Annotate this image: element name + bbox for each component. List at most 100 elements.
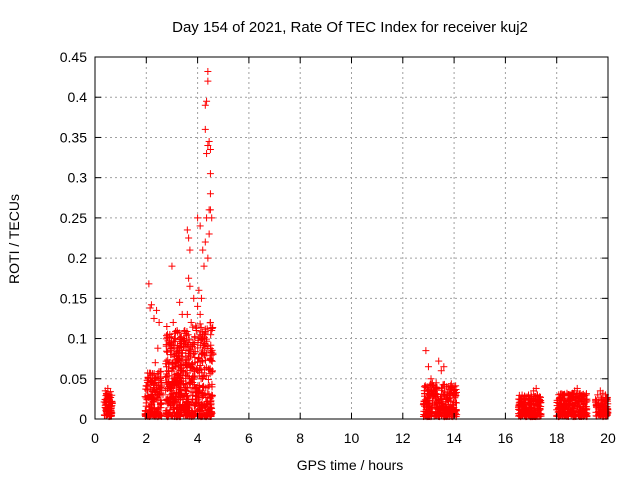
y-tick-label: 0.25 [60, 210, 87, 226]
data-point [162, 360, 170, 368]
data-point [185, 336, 193, 344]
y-tick-label: 0.3 [68, 170, 88, 186]
data-point [164, 356, 172, 364]
data-point [206, 170, 214, 178]
data-point [156, 368, 164, 376]
data-point [190, 381, 198, 389]
data-point [202, 328, 210, 336]
data-point [435, 357, 443, 365]
data-point [145, 280, 153, 288]
data-point [203, 97, 211, 105]
data-point [186, 378, 194, 386]
data-point [592, 395, 600, 403]
data-point [449, 405, 457, 413]
data-point [516, 396, 524, 404]
data-point [189, 372, 197, 380]
data-point [602, 394, 610, 402]
data-point [185, 234, 193, 242]
data-point [201, 125, 209, 133]
data-point [423, 383, 431, 391]
y-tick-label: 0 [79, 411, 87, 427]
data-point [142, 399, 150, 407]
data-point [205, 137, 213, 145]
data-point [430, 387, 438, 395]
y-tick-label: 0.35 [60, 129, 87, 145]
data-point [571, 396, 579, 404]
data-point [146, 369, 154, 377]
data-point [186, 246, 194, 254]
data-point [582, 410, 590, 418]
data-point [204, 254, 212, 262]
data-point [182, 359, 190, 367]
data-point [169, 365, 177, 373]
data-point [151, 359, 159, 367]
data-point [154, 344, 162, 352]
data-point [207, 341, 215, 349]
data-point [174, 383, 182, 391]
data-point [426, 403, 434, 411]
data-point [194, 355, 202, 363]
y-tick-label: 0.15 [60, 290, 87, 306]
x-tick-label: 12 [395, 430, 411, 446]
data-point [441, 412, 449, 420]
data-point [194, 302, 202, 310]
data-point [191, 359, 199, 367]
data-point [447, 384, 455, 392]
x-tick-label: 18 [549, 430, 565, 446]
data-point [594, 391, 602, 399]
data-point [205, 230, 213, 238]
data-point [155, 375, 163, 383]
data-point [155, 318, 163, 326]
data-point [208, 346, 216, 354]
data-point [166, 406, 174, 414]
data-point [205, 382, 213, 390]
x-tick-label: 20 [600, 430, 616, 446]
data-point [184, 331, 192, 339]
data-point [204, 376, 212, 384]
data-point [102, 399, 110, 407]
data-points [100, 67, 612, 421]
data-point [171, 409, 179, 417]
data-point [603, 411, 611, 419]
data-point [568, 410, 576, 418]
x-axis-label: GPS time / hours [297, 457, 404, 473]
data-point [532, 384, 540, 392]
data-point [146, 304, 154, 312]
data-point [199, 373, 207, 381]
data-point [198, 369, 206, 377]
data-point [208, 391, 216, 399]
data-point [429, 399, 437, 407]
x-tick-label: 4 [194, 430, 202, 446]
data-point [196, 222, 204, 230]
data-point [206, 190, 214, 198]
data-point [203, 150, 211, 158]
data-point [184, 352, 192, 360]
data-point [168, 379, 176, 387]
data-point [446, 390, 454, 398]
data-point [153, 306, 161, 314]
data-point [190, 294, 198, 302]
data-point [562, 410, 570, 418]
data-point [603, 403, 611, 411]
data-point [196, 310, 204, 318]
data-point [560, 405, 568, 413]
data-point [208, 327, 216, 335]
data-point [188, 360, 196, 368]
data-point [156, 384, 164, 392]
data-point [193, 367, 201, 375]
data-point [194, 214, 202, 222]
data-point [156, 399, 164, 407]
data-point [200, 351, 208, 359]
data-point [435, 398, 443, 406]
data-point [177, 335, 185, 343]
data-point [448, 387, 456, 395]
data-point [527, 391, 535, 399]
data-point [597, 402, 605, 410]
data-point [166, 330, 174, 338]
data-point [422, 383, 430, 391]
data-point [171, 375, 179, 383]
data-point [517, 399, 525, 407]
data-point [162, 332, 170, 340]
data-point [437, 367, 445, 375]
data-point [427, 375, 435, 383]
